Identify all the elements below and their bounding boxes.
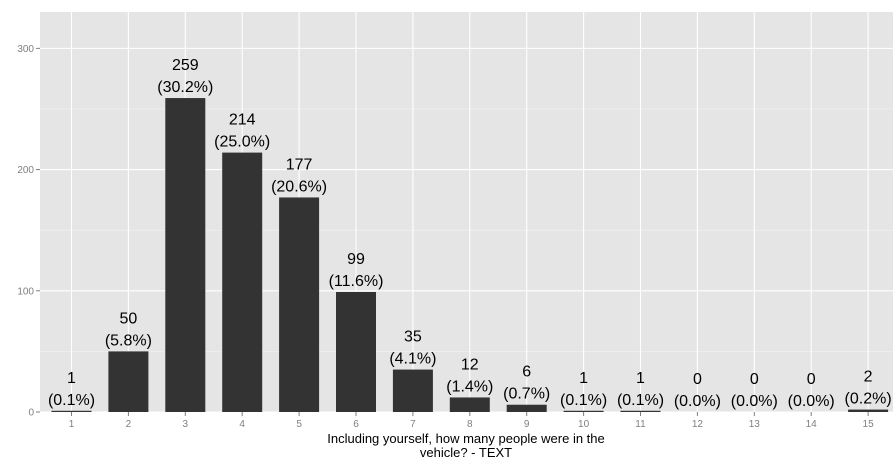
bar-percent-label: (0.7%)	[503, 386, 550, 403]
bar-count-label: 214	[229, 112, 256, 129]
bar-percent-label: (11.6%)	[329, 273, 384, 290]
x-tick-label: 15	[863, 419, 875, 430]
bar-5	[279, 197, 320, 412]
bar-count-label: 50	[120, 310, 138, 327]
bar-2	[108, 351, 149, 412]
bar-percent-label: (0.1%)	[560, 392, 607, 409]
bar-percent-label: (20.6%)	[271, 178, 327, 195]
x-tick-label: 10	[578, 419, 590, 430]
x-axis-title-line-2: vehicle? - TEXT	[420, 445, 512, 460]
bar-count-label: 0	[807, 371, 816, 388]
bar-percent-label: (5.8%)	[105, 332, 152, 349]
bar-9	[506, 404, 547, 412]
y-tick-label: 300	[17, 44, 34, 55]
x-tick-label: 13	[749, 419, 761, 430]
x-tick-label: 2	[126, 419, 132, 430]
y-tick-label: 0	[28, 408, 34, 419]
bar-1	[51, 410, 92, 412]
y-axis: 0 100 200 300	[17, 44, 40, 419]
bar-8	[449, 397, 490, 412]
bar-percent-label: (0.1%)	[617, 392, 664, 409]
bar-count-label: 1	[636, 370, 645, 387]
bar-percent-label: (0.0%)	[788, 393, 835, 410]
x-tick-label: 9	[524, 419, 530, 430]
x-tick-label: 3	[183, 419, 189, 430]
bar-count-label: 1	[579, 370, 588, 387]
bar-percent-label: (4.1%)	[389, 351, 436, 368]
bar-count-label: 177	[286, 156, 313, 173]
bar-count-label: 6	[522, 364, 531, 381]
x-tick-label: 8	[467, 419, 473, 430]
bars	[51, 98, 889, 412]
x-tick-label: 5	[296, 419, 302, 430]
bar-labels: 1 (0.1%) 50 (5.8%) 259 (30.2%) 214 (25.0%) 177 (2…	[48, 57, 892, 410]
x-tick-label: 1	[69, 419, 75, 430]
bar-percent-label: (0.0%)	[674, 393, 721, 410]
y-tick-label: 100	[17, 286, 34, 297]
bar-4	[222, 152, 263, 412]
bar-percent-label: (1.4%)	[446, 378, 493, 395]
bar-percent-label: (0.2%)	[845, 391, 892, 408]
bar-count-label: 1	[67, 370, 76, 387]
bar-percent-label: (0.1%)	[48, 392, 95, 409]
bar-15	[848, 409, 889, 412]
bar-11	[620, 410, 661, 412]
y-tick-label: 200	[17, 165, 34, 176]
x-axis-title-line-1: Including yourself, how many people were…	[327, 431, 605, 446]
bar-count-label: 0	[693, 371, 702, 388]
x-tick-label: 7	[410, 419, 416, 430]
bar-count-label: 99	[347, 251, 365, 268]
bar-count-label: 259	[172, 57, 199, 74]
x-axis: 1 2 3 4 5 6 7 8 9 10 11 12 13 14 15	[69, 412, 874, 430]
x-tick-label: 6	[353, 419, 359, 430]
bar-percent-label: (25.0%)	[214, 134, 270, 151]
x-tick-label: 4	[239, 419, 245, 430]
bar-7	[392, 369, 433, 412]
x-tick-label: 12	[692, 419, 704, 430]
bar-6	[336, 292, 376, 412]
x-tick-label: 14	[806, 419, 818, 430]
bar-3	[165, 98, 206, 412]
x-tick-label: 11	[635, 419, 646, 430]
bar-percent-label: (30.2%)	[157, 79, 213, 96]
bar-count-label: 12	[461, 356, 479, 373]
bar-percent-label: (0.0%)	[731, 393, 778, 410]
bar-10	[563, 410, 604, 412]
bar-count-label: 35	[404, 329, 422, 346]
bar-count-label: 2	[864, 369, 873, 386]
bar-count-label: 0	[750, 371, 759, 388]
